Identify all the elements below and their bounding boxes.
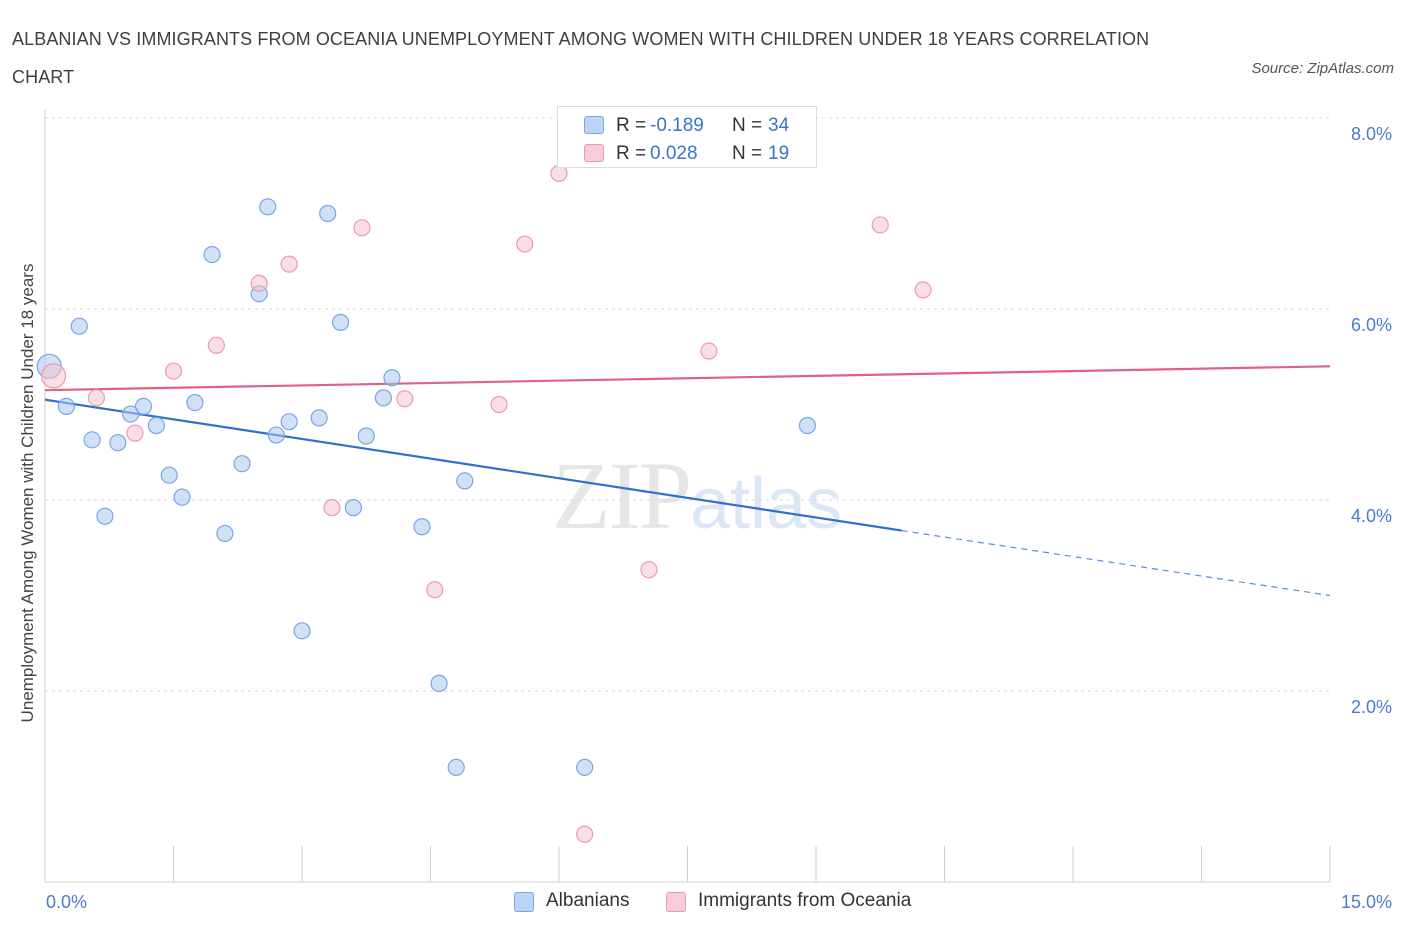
data-point-oceania bbox=[207, 336, 225, 354]
y-tick-label: 4.0% bbox=[1351, 506, 1392, 526]
data-point-albanians bbox=[122, 405, 140, 423]
data-point-albanians bbox=[134, 397, 153, 416]
watermark: ZIPatlas bbox=[552, 440, 842, 551]
y-tick-label: 2.0% bbox=[1351, 697, 1392, 717]
data-point-oceania bbox=[490, 395, 508, 414]
data-points bbox=[36, 142, 932, 843]
data-point-oceania bbox=[396, 390, 414, 408]
data-point-albanians bbox=[160, 466, 178, 484]
data-point-albanians bbox=[70, 317, 88, 335]
data-point-oceania bbox=[914, 281, 932, 299]
data-point-oceania bbox=[87, 389, 106, 407]
legend-n-value: 19 bbox=[768, 143, 790, 164]
trend-lines bbox=[44, 365, 1331, 597]
trend-extension-0 bbox=[901, 529, 1331, 597]
series-legend: Albanians Immigrants from Oceania bbox=[0, 888, 1406, 918]
data-point-albanians bbox=[280, 413, 298, 431]
data-point-oceania bbox=[426, 581, 444, 599]
trend-line-0 bbox=[44, 398, 902, 532]
data-point-albanians bbox=[233, 455, 251, 473]
axes bbox=[44, 110, 1331, 883]
source-label: Source: ZipAtlas.com bbox=[1251, 60, 1394, 77]
data-point-albanians bbox=[310, 409, 328, 427]
data-point-oceania bbox=[250, 274, 268, 292]
data-point-albanians bbox=[383, 369, 401, 387]
data-point-albanians bbox=[173, 488, 191, 506]
data-point-albanians bbox=[109, 434, 127, 452]
legend-r-value: 0.028 bbox=[650, 143, 698, 164]
data-point-albanians bbox=[576, 758, 594, 777]
legend-r-value: -0.189 bbox=[650, 115, 704, 136]
data-point-albanians bbox=[447, 758, 465, 777]
series-swatch-albanians bbox=[514, 892, 534, 912]
data-point-oceania bbox=[40, 363, 67, 389]
data-point-albanians bbox=[456, 472, 474, 490]
data-point-albanians bbox=[57, 397, 76, 416]
data-point-albanians bbox=[430, 674, 448, 692]
chart-title: ALBANIAN VS IMMIGRANTS FROM OCEANIA UNEM… bbox=[12, 29, 1150, 87]
y-tick-label: 8.0% bbox=[1351, 124, 1392, 144]
data-point-albanians bbox=[374, 389, 392, 407]
correlation-legend: R = -0.189 N = 34 R = 0.028 N = 19 bbox=[557, 106, 817, 168]
x-tick-label-max: 15.0% bbox=[1341, 892, 1392, 912]
legend-row-oceania: R = 0.028 N = 19 bbox=[558, 139, 816, 167]
series-swatch-oceania bbox=[666, 892, 686, 912]
watermark-atlas: atlas bbox=[690, 464, 843, 544]
y-tick-label: 6.0% bbox=[1351, 315, 1392, 335]
series-name-oceania: Immigrants from Oceania bbox=[698, 890, 912, 911]
legend-n-value: 34 bbox=[768, 115, 790, 136]
data-point-oceania bbox=[871, 216, 889, 234]
series-name-albanians: Albanians bbox=[546, 890, 630, 911]
data-point-albanians bbox=[259, 198, 277, 216]
data-point-albanians bbox=[267, 426, 285, 444]
legend-r-label: R = bbox=[616, 115, 647, 136]
data-point-albanians bbox=[413, 518, 431, 536]
data-point-oceania bbox=[164, 362, 183, 380]
data-point-albanians bbox=[319, 204, 337, 223]
data-point-oceania bbox=[353, 219, 371, 237]
grid-lines bbox=[45, 117, 1330, 692]
data-point-oceania bbox=[323, 499, 341, 517]
data-point-albanians bbox=[293, 622, 311, 640]
data-point-albanians bbox=[186, 393, 204, 412]
legend-row-albanians: R = -0.189 N = 34 bbox=[558, 111, 816, 139]
data-point-albanians bbox=[216, 524, 234, 543]
x-tick-label-min: 0.0% bbox=[46, 892, 87, 912]
data-point-oceania bbox=[700, 342, 718, 360]
legend-swatch-oceania bbox=[584, 144, 604, 162]
trend-line-1 bbox=[44, 365, 1331, 392]
legend-swatch-albanians bbox=[584, 116, 604, 134]
data-point-albanians bbox=[203, 245, 221, 264]
data-point-albanians bbox=[331, 313, 350, 331]
legend-n-label: N = bbox=[732, 115, 763, 136]
data-point-albanians bbox=[798, 416, 817, 435]
data-point-albanians bbox=[83, 431, 101, 449]
legend-n-label: N = bbox=[732, 143, 763, 164]
data-point-oceania bbox=[516, 235, 534, 253]
data-point-oceania bbox=[126, 424, 144, 442]
data-point-albanians bbox=[147, 416, 165, 435]
data-point-oceania bbox=[280, 255, 298, 273]
legend-r-label: R = bbox=[616, 143, 647, 164]
data-point-oceania bbox=[640, 561, 658, 579]
tick-labels: 2.0% 4.0% 6.0% 8.0% 0.0% 15.0% bbox=[46, 124, 1392, 912]
data-point-oceania bbox=[576, 825, 594, 843]
data-point-albanians bbox=[96, 507, 114, 525]
data-point-albanians bbox=[344, 499, 362, 517]
data-point-albanians bbox=[357, 427, 375, 445]
